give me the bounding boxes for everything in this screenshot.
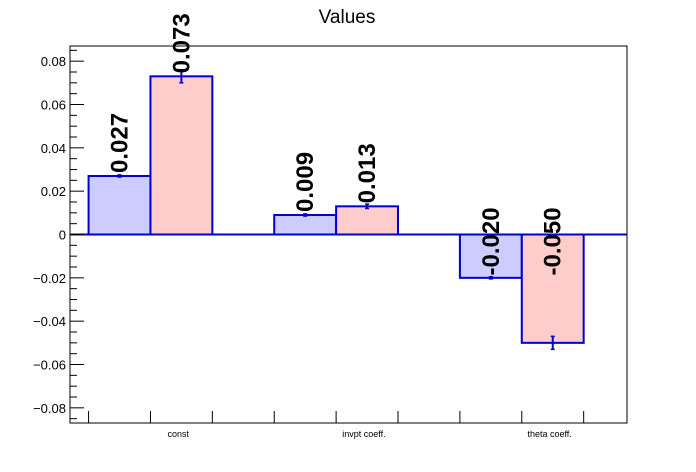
bar-invpt-coeff--s2	[335, 205, 400, 236]
value-label: 0.013	[354, 143, 381, 203]
x-category-label: const	[168, 429, 190, 439]
y-tick-label: 0.04	[41, 141, 66, 156]
y-tick-label: −0.08	[33, 401, 66, 416]
x-category-label: invpt coeff.	[342, 429, 385, 439]
value-label: -0.050	[540, 207, 567, 275]
y-tick-label: 0.02	[41, 184, 66, 199]
y-tick-label: −0.02	[33, 271, 66, 286]
y-tick-label: 0.08	[41, 54, 66, 69]
bar-const-s1	[87, 175, 152, 236]
bar-const-s2	[149, 75, 214, 236]
value-label: -0.020	[478, 207, 505, 275]
y-tick-label: 0	[59, 228, 66, 243]
value-label: 0.073	[168, 13, 195, 73]
value-label: 0.027	[107, 113, 134, 173]
y-tick-label: 0.06	[41, 98, 66, 113]
value-label: 0.009	[292, 152, 319, 212]
bar-invpt-coeff--s1	[273, 214, 338, 236]
chart-title: Values	[319, 7, 376, 28]
y-tick-label: −0.06	[33, 358, 66, 373]
y-tick-label: −0.04	[33, 314, 66, 329]
x-category-label: theta coeff.	[527, 429, 571, 439]
